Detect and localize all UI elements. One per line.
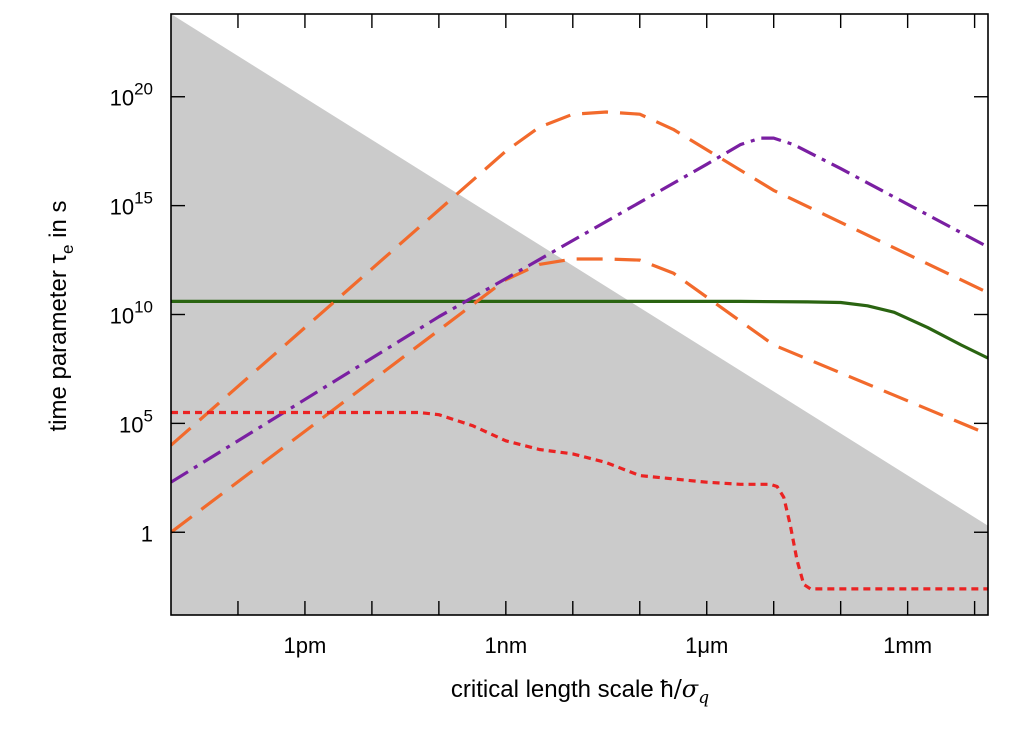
x-tick-label: 1mm [883, 633, 932, 658]
y-tick-label: 1 [141, 521, 153, 546]
y-axis-title: time parameter τe in s [45, 200, 77, 431]
series-line-5 [171, 410, 988, 591]
x-axis-title: critical length scale ħ/σq [451, 675, 709, 708]
y-tick-label: 1010 [110, 298, 153, 329]
x-tick-label: 1pm [284, 633, 327, 658]
x-tick-label: 1μm [685, 633, 728, 658]
shaded-region [171, 14, 988, 615]
y-tick-label: 1020 [110, 80, 153, 111]
x-tick-label: 1nm [484, 633, 527, 658]
series-line-2 [171, 257, 988, 534]
y-tick-label: 1015 [110, 189, 153, 220]
series-line-4 [171, 136, 988, 484]
series-line-1 [171, 299, 988, 360]
series-line-3 [171, 110, 988, 447]
y-tick-label: 105 [119, 406, 153, 437]
